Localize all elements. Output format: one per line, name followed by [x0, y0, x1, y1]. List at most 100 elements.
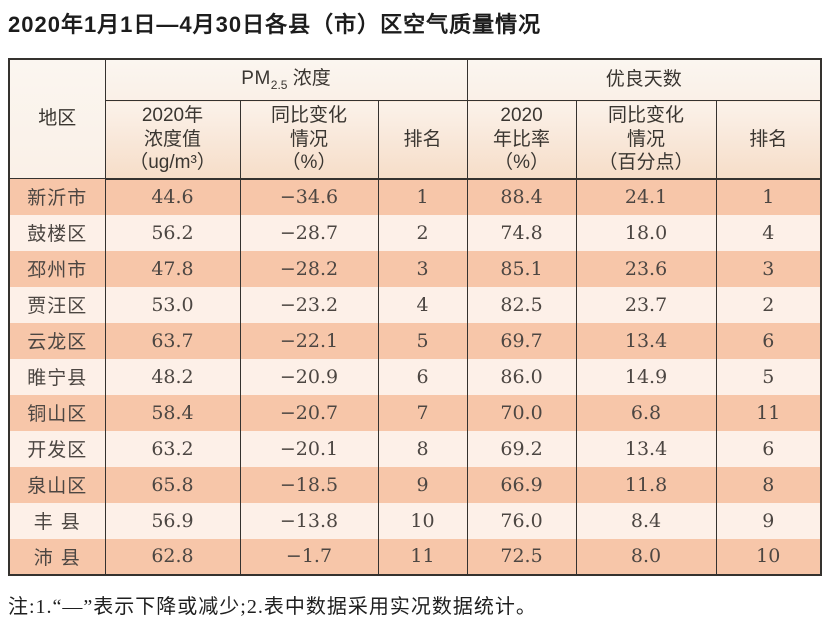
footnote: 注:1.“—”表示下降或减少;2.表中数据采用实况数据统计。	[8, 595, 537, 618]
table-row: 开发区 63.2 −20.1 8 69.2 13.4 6	[8, 430, 822, 467]
value-cell: 10	[377, 502, 468, 539]
table-row: 睢宁县 48.2 −20.9 6 86.0 14.9 5	[8, 358, 822, 395]
value-cell: 6	[715, 322, 822, 359]
region-cell: 泉山区	[8, 466, 106, 503]
value-cell: −22.1	[239, 322, 379, 359]
header-line: 2020年	[141, 104, 204, 126]
col-group-good-days: 优良天数	[466, 58, 822, 102]
value-cell: 85.1	[466, 250, 577, 287]
air-quality-table: 地区 PM2.5 浓度 优良天数 2020年 浓度值 （ug/m³） 同比变化 …	[8, 57, 823, 576]
value-cell: 23.6	[575, 250, 717, 287]
value-cell: 58.4	[104, 394, 241, 431]
value-cell: 66.9	[466, 466, 577, 503]
table-row: 铜山区 58.4 −20.7 7 70.0 6.8 11	[8, 394, 822, 431]
value-cell: 48.2	[104, 358, 241, 395]
region-cell: 沛 县	[8, 538, 106, 575]
value-cell: 6	[715, 430, 822, 467]
value-cell: 1	[715, 178, 822, 215]
header-line: （%）	[494, 152, 549, 174]
header-line: 年比率	[493, 128, 551, 150]
value-cell: 11	[715, 394, 822, 431]
value-cell: 74.8	[466, 214, 577, 251]
value-cell: −20.7	[239, 394, 379, 431]
value-cell: 76.0	[466, 502, 577, 539]
pm25-label: PM	[241, 68, 271, 90]
value-cell: −18.5	[239, 466, 379, 503]
value-cell: −34.6	[239, 178, 379, 215]
value-cell: 13.4	[575, 430, 717, 467]
pm25-subscript: 2.5	[270, 77, 288, 92]
value-cell: 6	[377, 358, 468, 395]
header-sub-row: 2020年 浓度值 （ug/m³） 同比变化 情况 （%） 排名 2020 年比…	[9, 100, 822, 180]
value-cell: 11.8	[575, 466, 717, 503]
value-cell: 5	[715, 358, 822, 395]
region-cell: 贾汪区	[8, 286, 106, 323]
value-cell: 13.4	[575, 322, 717, 359]
value-cell: 63.2	[104, 430, 241, 467]
value-cell: 8	[715, 466, 822, 503]
col-header-pm-rank: 排名	[377, 100, 468, 180]
col-header-good-rank: 排名	[715, 100, 822, 180]
value-cell: −1.7	[239, 538, 379, 575]
value-cell: 69.7	[466, 322, 577, 359]
value-cell: 70.0	[466, 394, 577, 431]
value-cell: 53.0	[104, 286, 241, 323]
value-cell: 3	[715, 250, 822, 287]
value-cell: 4	[715, 214, 822, 251]
value-cell: 5	[377, 322, 468, 359]
col-header-ratio: 2020 年比率 （%）	[466, 100, 577, 180]
value-cell: 82.5	[466, 286, 577, 323]
header-line: 同比变化	[608, 104, 685, 126]
col-header-region: 地区	[8, 58, 106, 180]
value-cell: 24.1	[575, 178, 717, 215]
table-row: 鼓楼区 56.2 −28.7 2 74.8 18.0 4	[8, 214, 822, 251]
value-cell: 44.6	[104, 178, 241, 215]
value-cell: 14.9	[575, 358, 717, 395]
region-cell: 云龙区	[8, 322, 106, 359]
header-line: 2020	[500, 104, 543, 126]
value-cell: 23.7	[575, 286, 717, 323]
value-cell: 8.0	[575, 538, 717, 575]
value-cell: 8	[377, 430, 468, 467]
col-header-concentration: 2020年 浓度值 （ug/m³）	[104, 100, 241, 180]
value-cell: 69.2	[466, 430, 577, 467]
value-cell: −20.9	[239, 358, 379, 395]
value-cell: 7	[377, 394, 468, 431]
value-cell: 88.4	[466, 178, 577, 215]
header-line: 情况	[627, 128, 666, 150]
header-group-row: 地区 PM2.5 浓度 优良天数	[8, 58, 822, 180]
region-cell: 睢宁县	[8, 358, 106, 395]
value-cell: 9	[715, 502, 822, 539]
table-row: 沛 县 62.8 −1.7 11 72.5 8.0 10	[8, 538, 822, 575]
value-cell: 62.8	[104, 538, 241, 575]
value-cell: 3	[377, 250, 468, 287]
region-cell: 丰 县	[8, 502, 106, 539]
pm25-label-suffix: 浓度	[287, 68, 331, 90]
col-header-good-change: 同比变化 情况 （百分点）	[575, 100, 717, 180]
page-title: 2020年1月1日—4月30日各县（市）区空气质量情况	[8, 12, 542, 37]
value-cell: 10	[715, 538, 822, 575]
header-line: （%）	[281, 152, 337, 174]
table-body: 新沂市 44.6 −34.6 1 88.4 24.1 1 鼓楼区 56.2 −28.7 2 74.8 1…	[8, 178, 822, 575]
region-cell: 新沂市	[8, 178, 106, 215]
value-cell: 6.8	[575, 394, 717, 431]
table-row: 云龙区 63.7 −22.1 5 69.7 13.4 6	[8, 322, 822, 359]
value-cell: 56.9	[104, 502, 241, 539]
value-cell: 11	[377, 538, 468, 575]
value-cell: 63.7	[104, 322, 241, 359]
value-cell: 72.5	[466, 538, 577, 575]
region-cell: 邳州市	[8, 250, 106, 287]
col-group-pm25: PM2.5 浓度	[104, 58, 468, 102]
value-cell: 2	[377, 214, 468, 251]
value-cell: 2	[715, 286, 822, 323]
region-cell: 鼓楼区	[8, 214, 106, 251]
value-cell: −28.7	[239, 214, 379, 251]
region-cell: 开发区	[8, 430, 106, 467]
value-cell: −20.1	[239, 430, 379, 467]
header-line: 情况	[289, 128, 328, 150]
value-cell: 4	[377, 286, 468, 323]
header-line: 浓度值	[143, 128, 201, 150]
value-cell: −23.2	[239, 286, 379, 323]
value-cell: 18.0	[575, 214, 717, 251]
